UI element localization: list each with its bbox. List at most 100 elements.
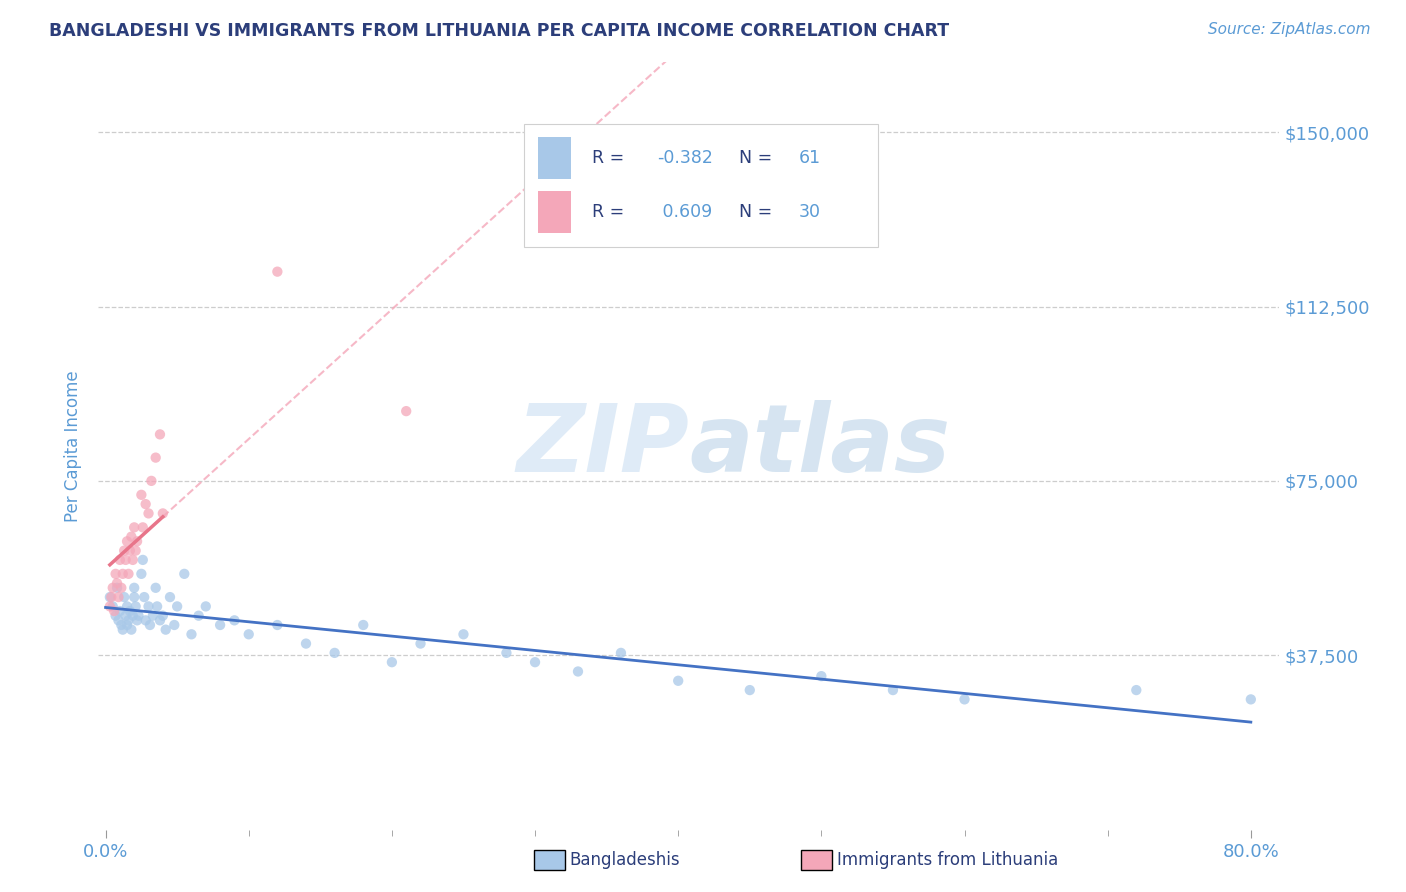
Point	[138, 599, 160, 614]
Point	[395, 404, 418, 418]
FancyBboxPatch shape	[537, 191, 571, 234]
Point	[128, 608, 150, 623]
Text: N =: N =	[728, 149, 778, 167]
Text: atlas: atlas	[689, 400, 950, 492]
Text: -0.382: -0.382	[657, 149, 713, 167]
Point	[152, 507, 174, 521]
Point	[524, 655, 547, 669]
Point	[112, 590, 135, 604]
Point	[238, 627, 260, 641]
Point	[323, 646, 346, 660]
FancyBboxPatch shape	[523, 124, 877, 246]
Point	[131, 488, 153, 502]
Point	[125, 534, 148, 549]
Point	[112, 543, 135, 558]
Point	[295, 637, 318, 651]
Point	[100, 590, 122, 604]
Point	[124, 543, 146, 558]
Text: ZIP: ZIP	[516, 400, 689, 492]
Point	[105, 581, 128, 595]
Point	[122, 581, 145, 595]
Point	[131, 566, 153, 581]
Point	[101, 581, 124, 595]
Point	[108, 604, 131, 618]
Point	[114, 553, 136, 567]
Point	[145, 450, 167, 465]
Point	[139, 618, 162, 632]
Point	[103, 604, 125, 618]
Point	[567, 665, 589, 679]
Point	[1125, 683, 1147, 698]
Point	[132, 520, 155, 534]
Point	[120, 530, 142, 544]
Point	[138, 507, 160, 521]
Point	[104, 608, 127, 623]
Point	[409, 637, 432, 651]
Point	[142, 608, 165, 623]
Point	[125, 613, 148, 627]
Point	[187, 608, 209, 623]
Point	[953, 692, 976, 706]
Point	[118, 543, 141, 558]
Point	[111, 623, 134, 637]
Point	[107, 613, 129, 627]
Point	[110, 618, 132, 632]
Text: 61: 61	[799, 149, 821, 167]
Point	[146, 599, 169, 614]
Point	[352, 618, 374, 632]
Point	[882, 683, 904, 698]
Point	[666, 673, 689, 688]
Point	[180, 627, 202, 641]
Point	[115, 534, 138, 549]
Point	[111, 566, 134, 581]
Point	[115, 618, 138, 632]
Point	[381, 655, 404, 669]
FancyBboxPatch shape	[537, 137, 571, 179]
Point	[101, 599, 124, 614]
Point	[266, 618, 288, 632]
Point	[108, 553, 131, 567]
Text: R =: R =	[592, 203, 630, 221]
Point	[194, 599, 217, 614]
Point	[209, 618, 232, 632]
Point	[121, 553, 143, 567]
Point	[166, 599, 188, 614]
Text: R =: R =	[592, 149, 630, 167]
Point	[495, 646, 517, 660]
Text: Immigrants from Lithuania: Immigrants from Lithuania	[837, 851, 1057, 869]
Point	[135, 613, 157, 627]
Point	[132, 553, 155, 567]
Point	[149, 613, 172, 627]
Point	[163, 618, 186, 632]
Point	[134, 590, 156, 604]
Point	[141, 474, 163, 488]
Point	[173, 566, 195, 581]
Point	[118, 604, 141, 618]
Text: N =: N =	[728, 203, 778, 221]
Point	[135, 497, 157, 511]
Point	[738, 683, 761, 698]
Text: 30: 30	[799, 203, 821, 221]
Point	[98, 599, 121, 614]
Point	[266, 265, 288, 279]
Point	[122, 520, 145, 534]
Point	[152, 608, 174, 623]
Point	[124, 599, 146, 614]
Point	[149, 427, 172, 442]
Point	[115, 599, 138, 614]
Point	[98, 590, 121, 604]
Point	[453, 627, 475, 641]
Point	[104, 566, 127, 581]
Point	[145, 581, 167, 595]
Point	[107, 590, 129, 604]
Point	[105, 576, 128, 591]
Text: 0.609: 0.609	[657, 203, 713, 221]
Point	[117, 613, 139, 627]
Point	[121, 608, 143, 623]
Point	[122, 590, 145, 604]
Point	[1240, 692, 1263, 706]
Text: BANGLADESHI VS IMMIGRANTS FROM LITHUANIA PER CAPITA INCOME CORRELATION CHART: BANGLADESHI VS IMMIGRANTS FROM LITHUANIA…	[49, 22, 949, 40]
Point	[224, 613, 246, 627]
Point	[810, 669, 832, 683]
Point	[110, 581, 132, 595]
